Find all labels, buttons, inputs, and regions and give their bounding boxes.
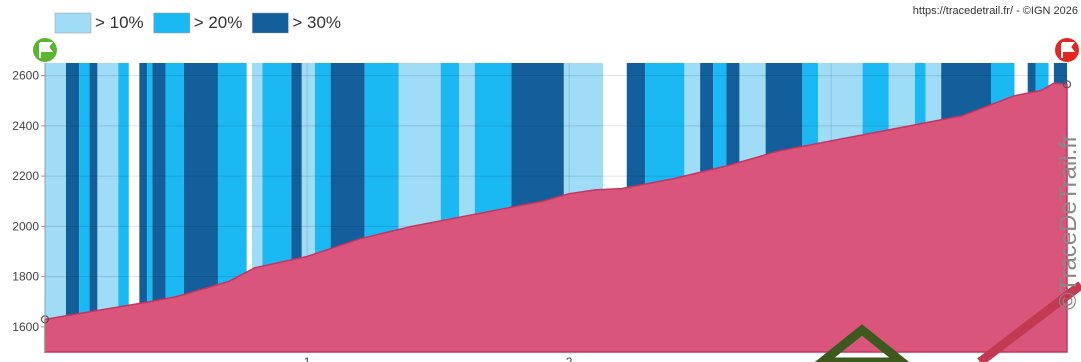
- legend-swatch: [252, 12, 289, 34]
- attribution: https://tracedetrail.fr/ - ©IGN 2026: [913, 5, 1078, 17]
- y-tick-label: 2400: [12, 119, 39, 133]
- slope-band: [291, 63, 302, 352]
- y-tick-label: 1800: [12, 270, 39, 284]
- elevation-area: [44, 82, 1068, 353]
- y-tick-label: 2600: [12, 69, 39, 83]
- end-flag: [1055, 38, 1079, 62]
- slope-band: [79, 63, 90, 352]
- decoration: [977, 281, 1081, 362]
- slope-band: [152, 63, 166, 352]
- legend-swatch: [153, 12, 190, 34]
- watermark: ©TraceDeTrail.fr: [1055, 134, 1081, 310]
- slope-band: [165, 63, 184, 352]
- slope-band: [147, 63, 153, 352]
- x-tick-label: 2: [566, 355, 573, 362]
- legend-swatch: [54, 12, 92, 34]
- slope-band: [246, 63, 253, 352]
- decoration: [814, 324, 910, 362]
- slope-band: [128, 63, 140, 352]
- legend-label: > 10%: [95, 13, 144, 32]
- legend-label: > 30%: [292, 13, 341, 32]
- y-tick-label: 2000: [12, 219, 39, 233]
- slope-band: [118, 63, 129, 352]
- slope-band: [45, 63, 66, 352]
- y-tick-label: 1600: [12, 320, 39, 334]
- slope-band: [97, 63, 119, 352]
- legend-label: > 20%: [194, 13, 243, 32]
- slope-band: [89, 63, 98, 352]
- y-tick-label: 2200: [12, 169, 39, 183]
- start-flag: [33, 38, 57, 62]
- slope-band: [65, 63, 80, 352]
- slope-band: [252, 63, 263, 352]
- plot: > 10% > 20% > 30% 1600 1800 2000 2200 2400 2600 1…: [12, 12, 1072, 362]
- x-tick-label: 1: [304, 355, 311, 362]
- slope-band: [139, 63, 148, 352]
- endpoint: [1062, 80, 1072, 89]
